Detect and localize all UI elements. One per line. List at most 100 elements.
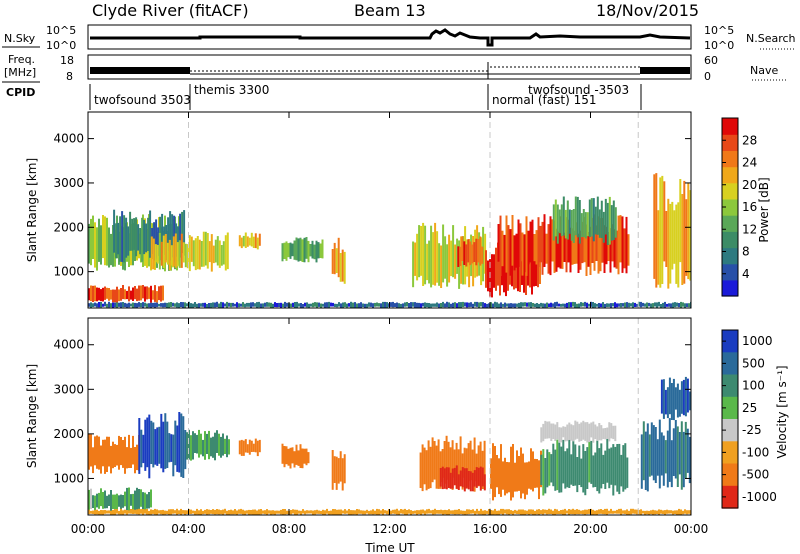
velocity-colorbar: 1000 500 100 25 -25 -100 -500 -1000 <box>721 329 777 509</box>
echo-cell <box>378 509 380 515</box>
echo-cell <box>330 510 332 515</box>
colorbar-swatch <box>722 198 738 216</box>
echo-cell <box>144 302 146 307</box>
echo-cell <box>342 510 344 514</box>
echo-cell <box>473 242 476 262</box>
echo-cell <box>676 383 679 418</box>
echo-cell <box>110 445 112 474</box>
echo-cell <box>530 302 532 308</box>
echo-cell <box>423 447 426 485</box>
echo-cell <box>348 509 350 515</box>
echo-region <box>186 429 230 461</box>
echo-cell <box>150 302 152 308</box>
echo-cell <box>124 509 126 514</box>
echo-region <box>88 487 152 512</box>
echo-cell <box>290 510 292 515</box>
echo-cell <box>147 217 150 251</box>
echo-cell <box>516 510 518 514</box>
echo-cell <box>112 441 114 469</box>
echo-cell <box>240 508 242 514</box>
echo-cell <box>406 510 408 515</box>
echo-cell <box>536 459 538 488</box>
echo-cell <box>623 228 626 269</box>
echo-cell <box>576 303 578 308</box>
echo-cell <box>531 219 534 264</box>
echo-cell <box>260 509 262 515</box>
echo-cell <box>570 302 572 308</box>
echo-cell <box>293 240 296 260</box>
echo-cell <box>610 508 612 514</box>
echo-cell <box>149 210 152 258</box>
echo-cell <box>436 302 438 307</box>
echo-cell <box>594 206 597 235</box>
echo-cell <box>145 223 148 253</box>
echo-cell <box>171 214 174 258</box>
echo-cell <box>485 250 487 288</box>
echo-cell <box>114 302 116 308</box>
echo-cell <box>341 249 344 282</box>
echo-region <box>640 418 691 492</box>
echo-cell <box>563 232 566 262</box>
echo-cell <box>244 510 246 515</box>
echo-cell <box>510 510 512 514</box>
echo-cell <box>172 509 174 514</box>
echo-cell <box>284 301 286 308</box>
echo-cell <box>158 286 160 301</box>
echo-cell <box>672 428 675 476</box>
echo-cell <box>474 301 476 307</box>
echo-cell <box>566 510 568 514</box>
echo-cell <box>584 301 586 307</box>
echo-cell <box>174 303 176 307</box>
echo-cell <box>625 216 628 274</box>
echo-cell <box>250 440 253 452</box>
echo-cell <box>627 234 630 266</box>
echo-cell <box>248 237 251 246</box>
echo-cell <box>604 303 606 308</box>
echo-cell <box>472 303 474 308</box>
echo-cell <box>312 302 314 308</box>
echo-cell <box>578 423 581 442</box>
echo-cell <box>343 251 346 284</box>
echo-cell <box>300 510 302 515</box>
echo-cell <box>154 508 156 515</box>
echo-cell <box>612 303 614 307</box>
echo-cell <box>118 302 120 307</box>
echo-cell <box>459 470 462 486</box>
echo-cell <box>294 302 296 308</box>
echo-cell <box>96 227 98 271</box>
echo-cell <box>568 422 571 440</box>
echo-cell <box>242 440 245 456</box>
echo-cell <box>354 510 356 515</box>
echo-cell <box>132 435 134 465</box>
echo-cell <box>614 446 617 486</box>
echo-cell <box>450 510 452 514</box>
echo-region <box>457 236 484 267</box>
echo-cell <box>90 510 92 514</box>
echo-cell <box>465 244 468 267</box>
echo-cell <box>560 427 563 443</box>
echo-cell <box>374 302 376 307</box>
echo-cell <box>293 451 296 468</box>
echo-cell <box>578 445 581 485</box>
echo-cell <box>236 302 238 308</box>
echo-cell <box>404 508 406 515</box>
echo-cell <box>370 302 372 307</box>
echo-cell <box>602 454 605 484</box>
echo-cell <box>580 458 583 488</box>
echo-cell <box>650 422 653 476</box>
echo-cell <box>174 233 177 268</box>
echo-cell <box>148 510 150 515</box>
echo-cell <box>238 303 240 308</box>
echo-cell <box>94 436 96 466</box>
echo-cell <box>256 440 259 457</box>
echo-cell <box>684 376 687 417</box>
echo-cell <box>108 510 110 514</box>
echo-cell <box>433 441 436 480</box>
echo-cell <box>170 302 172 307</box>
echo-cell <box>338 302 340 307</box>
echo-cell <box>130 494 132 506</box>
echo-cell <box>156 302 158 308</box>
echo-cell <box>220 245 223 266</box>
echo-cell <box>689 190 691 281</box>
echo-region <box>88 285 164 303</box>
